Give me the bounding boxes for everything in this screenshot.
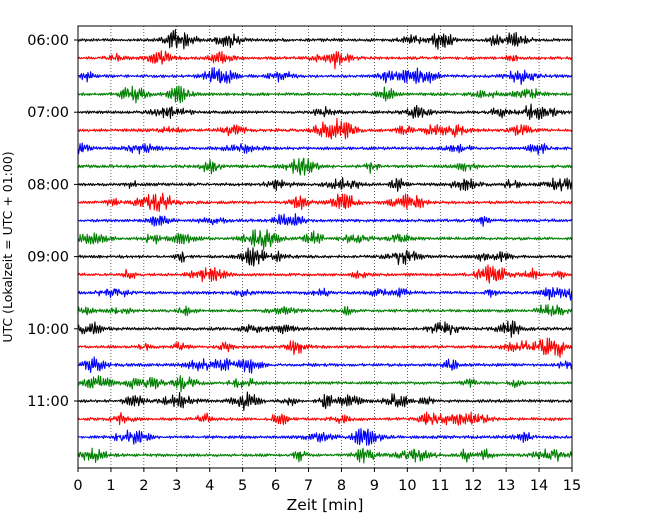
- trace-line: [77, 66, 573, 86]
- trace-line: [77, 50, 573, 70]
- x-axis: 0 1 2 3 4 5 6 7 8 9 10 11 12 13 14 15: [73, 468, 581, 494]
- trace-line: [77, 391, 573, 411]
- y-tick-label: 08:00: [27, 177, 69, 193]
- trace-line: [77, 374, 573, 393]
- trace-line: [77, 157, 573, 176]
- plot-frame: [77, 25, 573, 469]
- y-tick-label: 06:00: [27, 33, 69, 49]
- x-tick-label: 12: [464, 478, 482, 494]
- trace-line: [77, 176, 573, 192]
- x-tick-label: 15: [563, 478, 581, 494]
- y-tick-label: 10:00: [27, 322, 69, 338]
- x-tick-label: 4: [205, 478, 214, 494]
- trace-line: [77, 428, 573, 446]
- x-tick-label: 2: [139, 478, 148, 494]
- y-tick-label: 09:00: [27, 250, 69, 266]
- traces: [77, 29, 573, 464]
- trace-line: [77, 117, 573, 140]
- trace-line: [77, 411, 573, 426]
- trace-line: [77, 85, 573, 104]
- x-tick-label: 0: [73, 478, 82, 494]
- trace-line: [77, 264, 573, 284]
- trace-line: [77, 229, 572, 251]
- trace-line: [77, 447, 573, 464]
- x-tick-label: 11: [431, 478, 449, 494]
- y-tick-label: 07:00: [27, 105, 69, 121]
- trace-line: [77, 304, 573, 317]
- x-tick-label: 1: [106, 478, 115, 494]
- x-tick-label: 14: [530, 478, 548, 494]
- y-tick-label: 11:00: [27, 394, 69, 410]
- x-tick-label: 5: [238, 478, 247, 494]
- trace-line: [77, 103, 573, 120]
- trace-line: [77, 287, 573, 301]
- x-tick-label: 10: [398, 478, 416, 494]
- y-axis-label: UTC (Lokalzeit = UTC + 01:00): [0, 151, 15, 342]
- x-tick-label: 6: [271, 478, 280, 494]
- x-tick-label: 9: [370, 478, 379, 494]
- trace-line: [77, 337, 573, 359]
- trace-line: [77, 29, 573, 50]
- x-tick-label: 3: [172, 478, 181, 494]
- plot-area: [78, 26, 572, 468]
- trace-line: [78, 213, 573, 227]
- trace-line: [77, 247, 573, 267]
- trace-line: [77, 142, 573, 156]
- x-tick-label: 8: [337, 478, 346, 494]
- x-tick-label: 13: [497, 478, 515, 494]
- trace-line: [77, 192, 573, 212]
- x-axis-label: Zeit [min]: [287, 496, 364, 514]
- trace-line: [77, 356, 573, 374]
- trace-line: [77, 320, 573, 338]
- x-tick-label: 7: [304, 478, 313, 494]
- y-axis: 06:00 07:00 08:00 09:00 10:00 11:00: [27, 33, 78, 410]
